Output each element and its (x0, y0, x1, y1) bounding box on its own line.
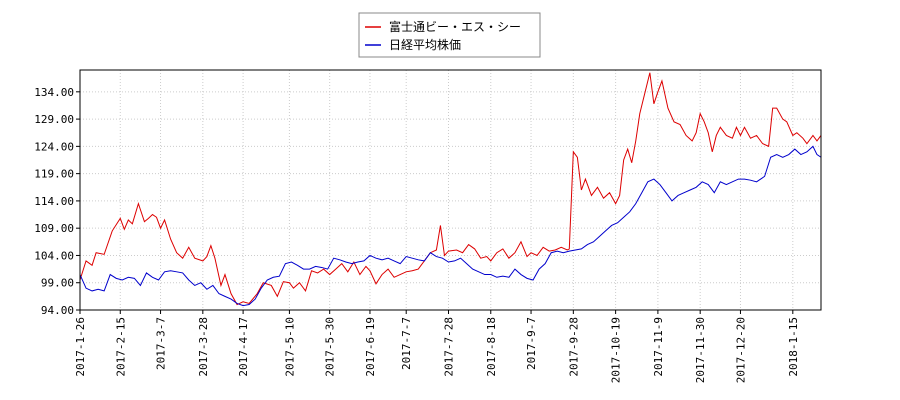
gridlines (79, 70, 821, 311)
x-tick-label: 2017-7-28 (442, 317, 455, 377)
axes: 94.00 99.00 104.00 109.00 114.00 119.00 124.00… (34, 69, 822, 383)
x-tick-label: 2017-8-18 (485, 317, 498, 377)
x-tick-label: 2017-6-19 (364, 317, 377, 377)
y-tick-label: 129.00 (34, 113, 74, 126)
x-tick-label: 2017-5-30 (324, 317, 337, 377)
x-tick-label: 2017-12-20 (734, 317, 747, 383)
x-tick-label: 2017-11-30 (694, 317, 707, 383)
plot-frame (79, 69, 822, 311)
x-tick-label: 2017-10-19 (610, 317, 623, 383)
x-tick-label: 2017-9-28 (567, 317, 580, 377)
y-tick-label: 114.00 (34, 195, 74, 208)
series-line-1 (79, 72, 822, 306)
x-tick-label: 2017-1-26 (74, 317, 87, 377)
x-tick-label: 2017-3-28 (197, 317, 210, 377)
series-lines (79, 72, 822, 307)
x-tick-label: 2017-7-7 (400, 317, 413, 370)
x-tick-label: 2017-2-15 (114, 317, 127, 377)
x-tick-label: 2017-3-7 (155, 317, 168, 370)
y-tick-label: 119.00 (34, 168, 74, 181)
y-tick-label: 99.00 (41, 277, 74, 290)
y-tick-label: 104.00 (34, 249, 74, 262)
x-tick-label: 2017-9-7 (525, 317, 538, 370)
legend: 富士通ビー・エス・シー 日経平均株価 (358, 12, 541, 58)
legend-label-series-1: 富士通ビー・エス・シー (389, 19, 521, 34)
y-tick-label: 109.00 (34, 222, 74, 235)
legend-label-series-2: 日経平均株価 (389, 37, 461, 52)
x-tick-label: 2018-1-15 (787, 317, 800, 377)
series-line-2 (79, 145, 822, 307)
x-tick-label: 2017-5-10 (283, 317, 296, 377)
y-tick-label: 94.00 (41, 304, 74, 317)
y-tick-label: 134.00 (34, 86, 74, 99)
x-tick-label: 2017-4-17 (237, 317, 250, 377)
y-tick-label: 124.00 (34, 140, 74, 153)
legend-box (358, 12, 541, 58)
x-tick-label: 2017-11-9 (652, 317, 665, 377)
